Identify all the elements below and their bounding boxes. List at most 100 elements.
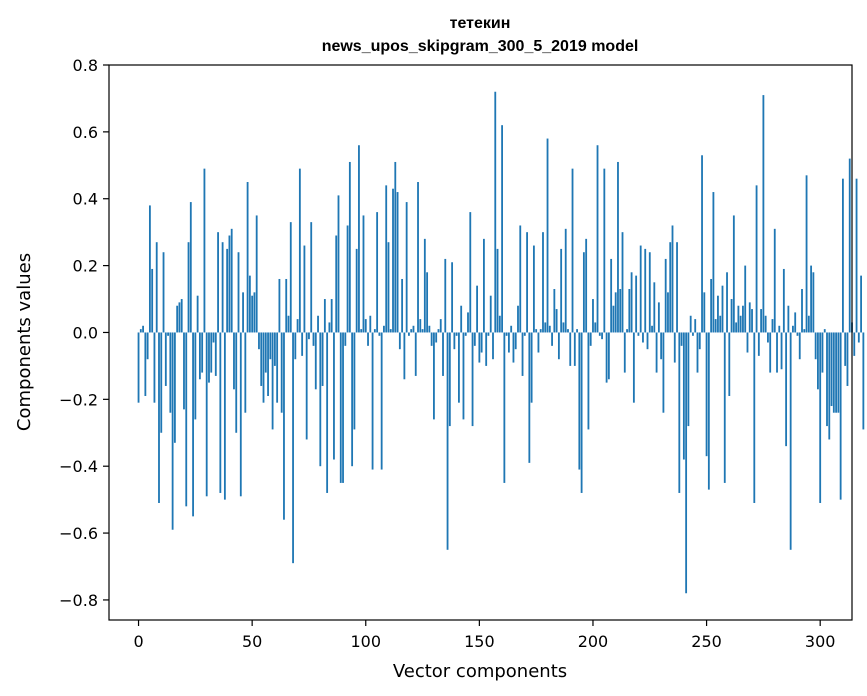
bar-31 [208, 332, 210, 383]
bar-143 [462, 332, 465, 420]
bar-137 [448, 332, 451, 427]
bar-204 [601, 332, 603, 340]
bar-302 [823, 329, 826, 333]
bar-51 [253, 292, 256, 333]
bar-163 [507, 332, 510, 353]
bar-294 [805, 175, 808, 333]
bar-262 [732, 215, 735, 333]
bar-277 [767, 332, 769, 343]
bar-141 [458, 332, 460, 403]
bar-5 [148, 205, 151, 333]
bar-214 [623, 332, 626, 373]
bar-211 [617, 161, 619, 333]
y-tick-label-7: 0.6 [73, 123, 98, 142]
y-axis-ticks: −0.8 −0.6 −0.4 −0.2 0.0 0.2 0.4 0.6 0.8 [59, 56, 109, 610]
bar-142 [460, 305, 463, 333]
bar-168 [519, 225, 522, 333]
bar-52 [255, 215, 258, 333]
bar-0 [137, 332, 140, 403]
bar-45 [239, 332, 242, 497]
bar-291 [798, 332, 801, 360]
bar-275 [762, 95, 765, 333]
bar-191 [571, 168, 574, 333]
bar-284 [782, 268, 785, 333]
bar-215 [626, 329, 628, 333]
bar-169 [521, 332, 524, 376]
bar-188 [564, 228, 567, 333]
bar-8 [155, 242, 158, 333]
bar-278 [769, 332, 772, 373]
bar-178 [542, 232, 544, 333]
bar-187 [562, 322, 565, 333]
bar-105 [376, 212, 379, 333]
bar-231 [662, 332, 665, 413]
bar-162 [505, 332, 508, 336]
bar-102 [369, 315, 372, 333]
chart-title-line-1: тетекин [450, 15, 511, 32]
bar-39 [226, 248, 229, 333]
bar-59 [271, 332, 274, 430]
bar-154 [487, 332, 490, 336]
bar-46 [242, 292, 244, 333]
bar-108 [383, 325, 385, 333]
bar-174 [532, 245, 535, 333]
bar-35 [217, 232, 219, 333]
bar-61 [276, 332, 279, 403]
bar-245 [694, 319, 697, 333]
bar-136 [446, 332, 449, 550]
bar-286 [787, 305, 790, 333]
bar-114 [396, 192, 399, 333]
bar-23 [189, 202, 192, 333]
bar-252 [710, 278, 713, 333]
bar-69 [294, 332, 297, 360]
bar-120 [410, 329, 413, 333]
bar-24 [192, 332, 194, 517]
bar-206 [605, 332, 608, 383]
bar-307 [835, 332, 838, 413]
bar-226 [651, 325, 653, 333]
bar-253 [712, 192, 715, 333]
bar-3 [144, 332, 147, 396]
bar-289 [794, 312, 797, 333]
bar-79 [317, 315, 319, 333]
bar-19 [180, 299, 183, 333]
bar-313 [848, 158, 851, 333]
bar-183 [553, 289, 556, 333]
bar-139 [453, 332, 456, 350]
bar-267 [744, 265, 747, 333]
bar-104 [373, 329, 376, 333]
bar-4 [146, 332, 149, 360]
y-tick-label-4: 0.0 [73, 323, 98, 342]
bar-111 [389, 329, 392, 333]
bar-126 [423, 238, 426, 333]
bar-107 [380, 332, 383, 470]
bar-83 [326, 332, 329, 493]
bar-269 [748, 302, 751, 333]
bar-208 [610, 258, 613, 333]
bar-290 [796, 332, 799, 336]
bar-53 [258, 332, 260, 350]
bar-80 [319, 332, 322, 467]
bar-181 [548, 325, 551, 333]
bar-7 [153, 332, 156, 403]
bar-256 [719, 315, 722, 333]
bar-244 [692, 332, 694, 336]
bar-67 [289, 222, 292, 333]
bar-21 [185, 332, 188, 507]
bar-127 [426, 272, 429, 333]
bar-316 [855, 178, 858, 333]
bar-298 [814, 332, 817, 360]
bar-118 [405, 202, 408, 333]
bar-182 [551, 332, 553, 346]
y-axis-label: Components values [14, 253, 35, 431]
bar-54 [260, 332, 263, 386]
bar-170 [523, 332, 526, 336]
x-axis-label: Vector components [393, 661, 567, 682]
bar-254 [714, 319, 717, 333]
bar-103 [371, 332, 374, 470]
bar-100 [364, 319, 367, 333]
bar-133 [439, 319, 442, 333]
bar-85 [330, 299, 333, 333]
bar-60 [273, 332, 276, 366]
bar-309 [839, 332, 842, 500]
